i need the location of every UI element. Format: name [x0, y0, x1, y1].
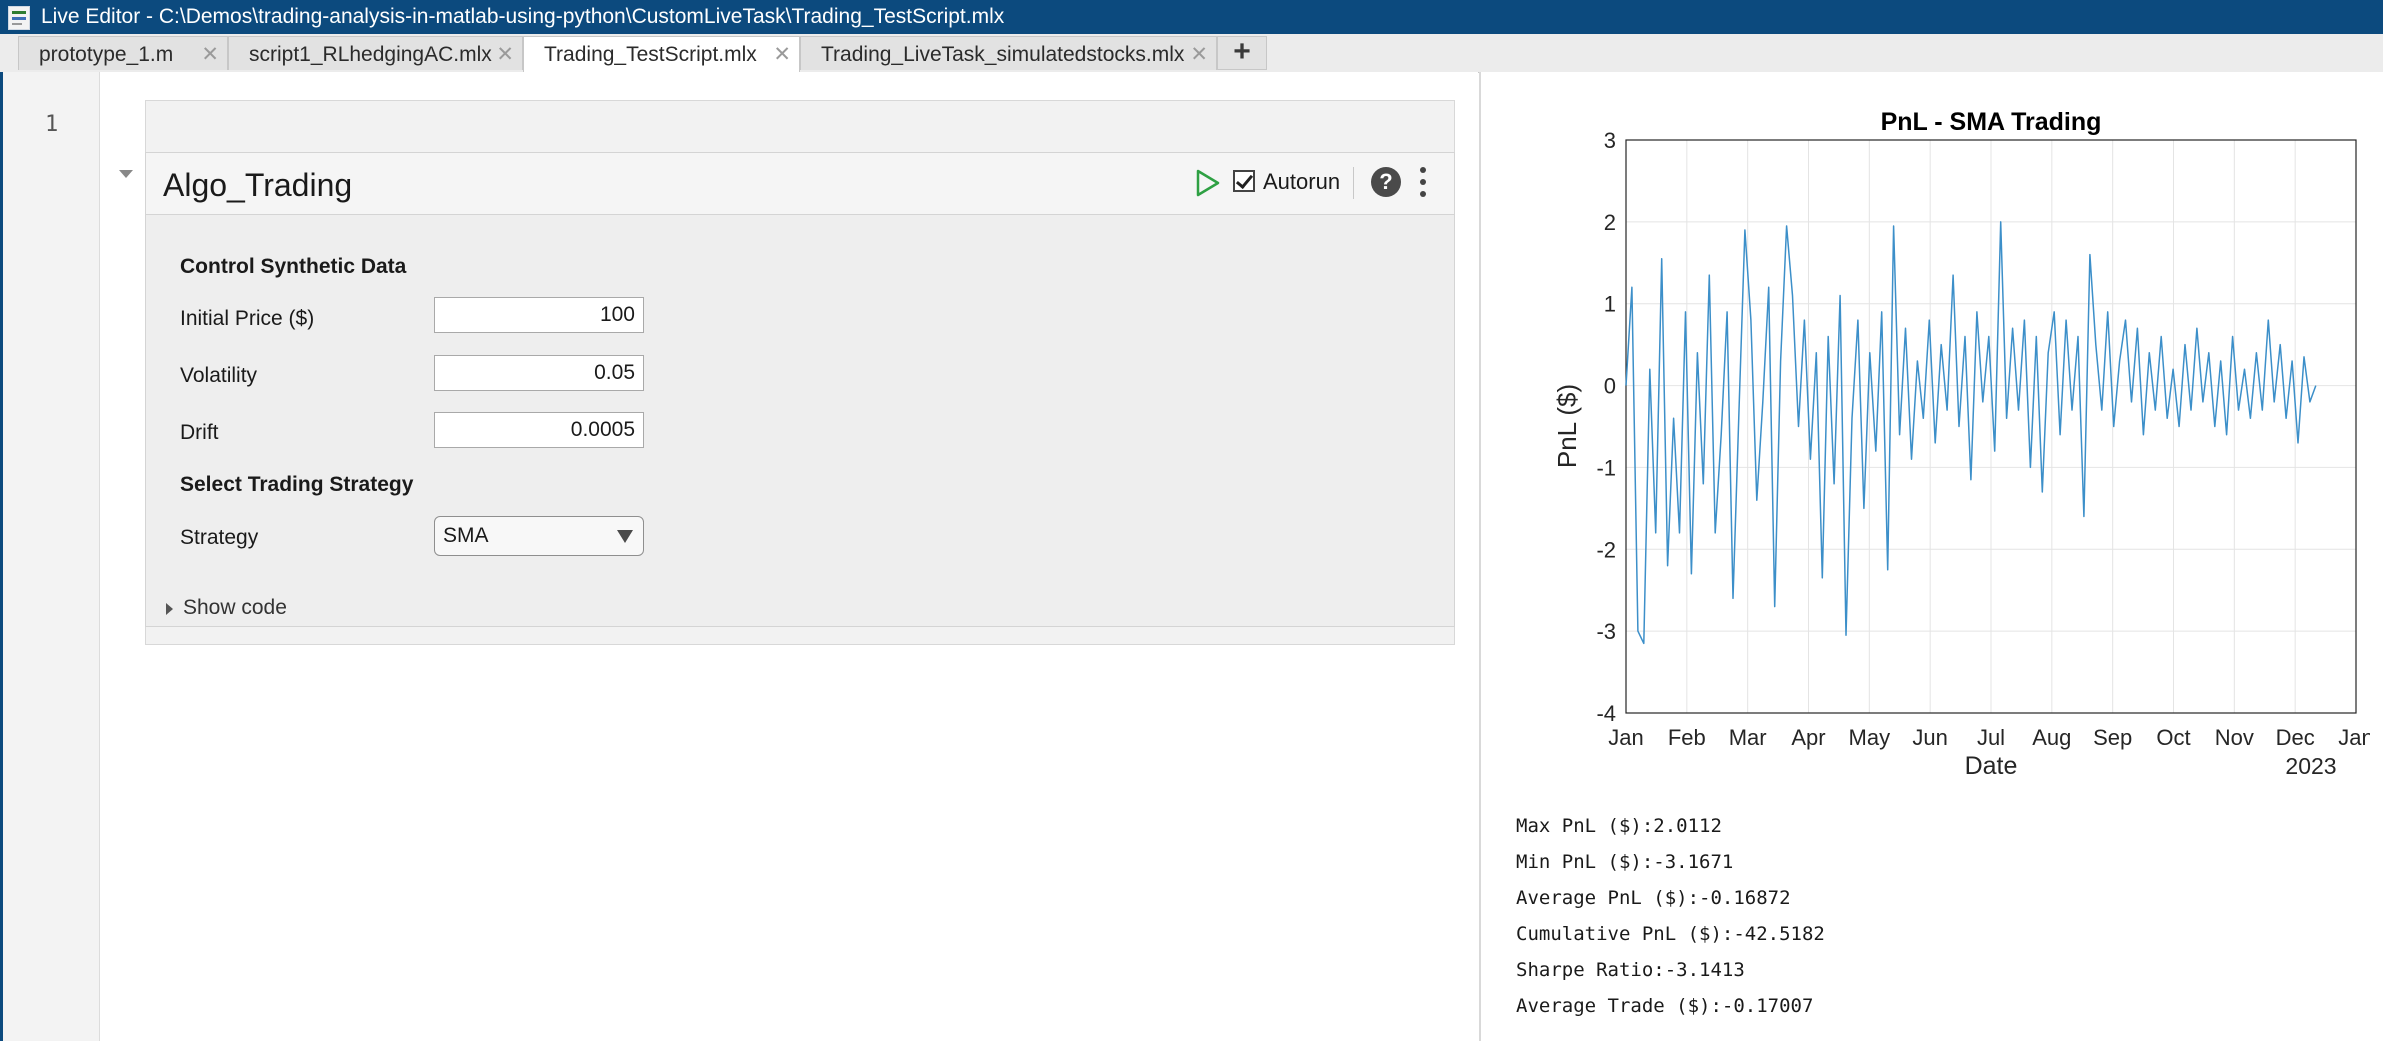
- task-title: Algo_Trading: [163, 167, 353, 203]
- x-tick-label: Mar: [1729, 725, 1767, 750]
- average-pnl-text: Average PnL ($):-0.16872: [1516, 887, 1791, 909]
- autorun-label: Autorun: [1263, 169, 1341, 194]
- tab-trading-testscript[interactable]: Trading_TestScript.mlx ✕: [523, 36, 800, 73]
- tab-label: prototype_1.m: [39, 43, 174, 66]
- line-number-gutter: 1: [3, 72, 100, 1041]
- x-tick-label: Jan: [1608, 725, 1643, 750]
- more-options-icon[interactable]: [1416, 165, 1430, 199]
- y-tick-label: 0: [1604, 374, 1616, 399]
- x-tick-label: Nov: [2215, 725, 2254, 750]
- x-axis-secondary-label: 2023: [2285, 753, 2336, 779]
- help-icon[interactable]: ?: [1371, 167, 1401, 197]
- y-tick-label: -2: [1596, 537, 1616, 562]
- tab-label: Trading_LiveTask_simulatedstocks.mlx: [821, 43, 1185, 66]
- volatility-label: Volatility: [180, 364, 258, 387]
- min-pnl-text: Min PnL ($):-3.1671: [1516, 851, 1734, 873]
- x-axis-label: Date: [1965, 752, 2018, 780]
- close-icon[interactable]: ✕: [496, 43, 514, 66]
- x-tick-label: Apr: [1791, 725, 1825, 750]
- initial-price-input[interactable]: [434, 297, 644, 333]
- x-tick-label: Jul: [1977, 725, 2005, 750]
- tab-trading-livetask-simulatedstocks[interactable]: Trading_LiveTask_simulatedstocks.mlx ✕: [800, 36, 1217, 70]
- x-tick-label: Aug: [2032, 725, 2071, 750]
- x-tick-label: Sep: [2093, 725, 2132, 750]
- y-tick-label: 3: [1604, 128, 1616, 153]
- pnl-series-line: [1625, 221, 2317, 645]
- header-separator: [1353, 167, 1354, 199]
- strategy-value: SMA: [443, 524, 489, 547]
- y-tick-label: 1: [1604, 292, 1616, 317]
- x-tick-label: Jun: [1912, 725, 1947, 750]
- x-tick-label: May: [1849, 725, 1891, 750]
- x-tick-label: Jan: [2338, 725, 2370, 750]
- collapse-task-icon[interactable]: [119, 170, 133, 178]
- sharpe-ratio-text: Sharpe Ratio:-3.1413: [1516, 959, 1745, 981]
- y-axis-label: PnL ($): [1552, 384, 1582, 468]
- strategy-label: Strategy: [180, 526, 259, 549]
- close-icon[interactable]: ✕: [201, 43, 219, 66]
- x-tick-labels: Jan Feb Mar Apr May Jun Jul Aug Sep Oct Nov Dec Jan: [1608, 725, 2370, 750]
- y-tick-label: -4: [1596, 701, 1616, 726]
- window-title: Live Editor - C:\Demos\trading-analysis-…: [41, 5, 1005, 28]
- average-trade-text: Average Trade ($):-0.17007: [1516, 995, 1814, 1017]
- tab-script1-rlhedgingac[interactable]: script1_RLhedgingAC.mlx ✕: [228, 36, 523, 70]
- plot-frame: [1625, 139, 2357, 714]
- initial-price-label: Initial Price ($): [180, 307, 315, 330]
- tab-label: script1_RLhedgingAC.mlx: [249, 43, 492, 66]
- y-tick-label: 2: [1604, 210, 1616, 235]
- live-task-body: Control Synthetic Data Initial Price ($)…: [145, 215, 1455, 627]
- max-pnl-text: Max PnL ($):2.0112: [1516, 815, 1722, 837]
- live-task-top-frame: [145, 100, 1455, 152]
- section-title-trading-strategy: Select Trading Strategy: [180, 473, 414, 496]
- x-tick-label: Dec: [2276, 725, 2315, 750]
- tab-prototype-1[interactable]: prototype_1.m ✕: [18, 36, 228, 70]
- live-editor-app-icon: [8, 6, 30, 30]
- window-left-border: [0, 72, 3, 1041]
- live-task-header: Algo_Trading Autorun ?: [145, 152, 1455, 215]
- autorun-checkbox[interactable]: [1233, 170, 1255, 192]
- cumulative-pnl-text: Cumulative PnL ($):-42.5182: [1516, 923, 1825, 945]
- add-tab-button[interactable]: +: [1217, 36, 1267, 70]
- live-task-bottom-frame: [145, 627, 1455, 645]
- tab-label: Trading_TestScript.mlx: [544, 43, 757, 66]
- y-tick-label: -3: [1596, 619, 1616, 644]
- line-number: 1: [45, 112, 59, 137]
- chart-title: PnL - SMA Trading: [1881, 108, 2102, 136]
- y-tick-labels: 3 2 1 0 -1 -2 -3 -4: [1596, 128, 1616, 726]
- y-tick-label: -1: [1596, 455, 1616, 480]
- show-code-label: Show code: [183, 596, 287, 619]
- strategy-dropdown[interactable]: SMA: [434, 516, 644, 556]
- run-task-icon[interactable]: [1192, 168, 1222, 198]
- file-tab-strip: prototype_1.m ✕ script1_RLhedgingAC.mlx …: [0, 34, 2383, 73]
- x-tick-label: Oct: [2156, 725, 2190, 750]
- drift-label: Drift: [180, 421, 219, 444]
- x-tick-label: Feb: [1668, 725, 1706, 750]
- drift-input[interactable]: [434, 412, 644, 448]
- chevron-right-icon: [166, 603, 173, 615]
- pnl-chart[interactable]: 3 2 1 0 -1 -2 -3 -4 Jan Feb Mar Apr May Jun Jul Aug Sep…: [1540, 100, 2370, 790]
- close-icon[interactable]: ✕: [773, 43, 791, 66]
- chevron-down-icon: [617, 530, 633, 543]
- pane-divider[interactable]: [1479, 72, 1481, 1041]
- close-icon[interactable]: ✕: [1190, 43, 1208, 66]
- window-titlebar: Live Editor - C:\Demos\trading-analysis-…: [0, 0, 2383, 34]
- stats-output: Max PnL ($):2.0112 Min PnL ($):-3.1671 A…: [1516, 808, 1825, 1024]
- volatility-input[interactable]: [434, 355, 644, 391]
- section-title-synthetic-data: Control Synthetic Data: [180, 255, 407, 278]
